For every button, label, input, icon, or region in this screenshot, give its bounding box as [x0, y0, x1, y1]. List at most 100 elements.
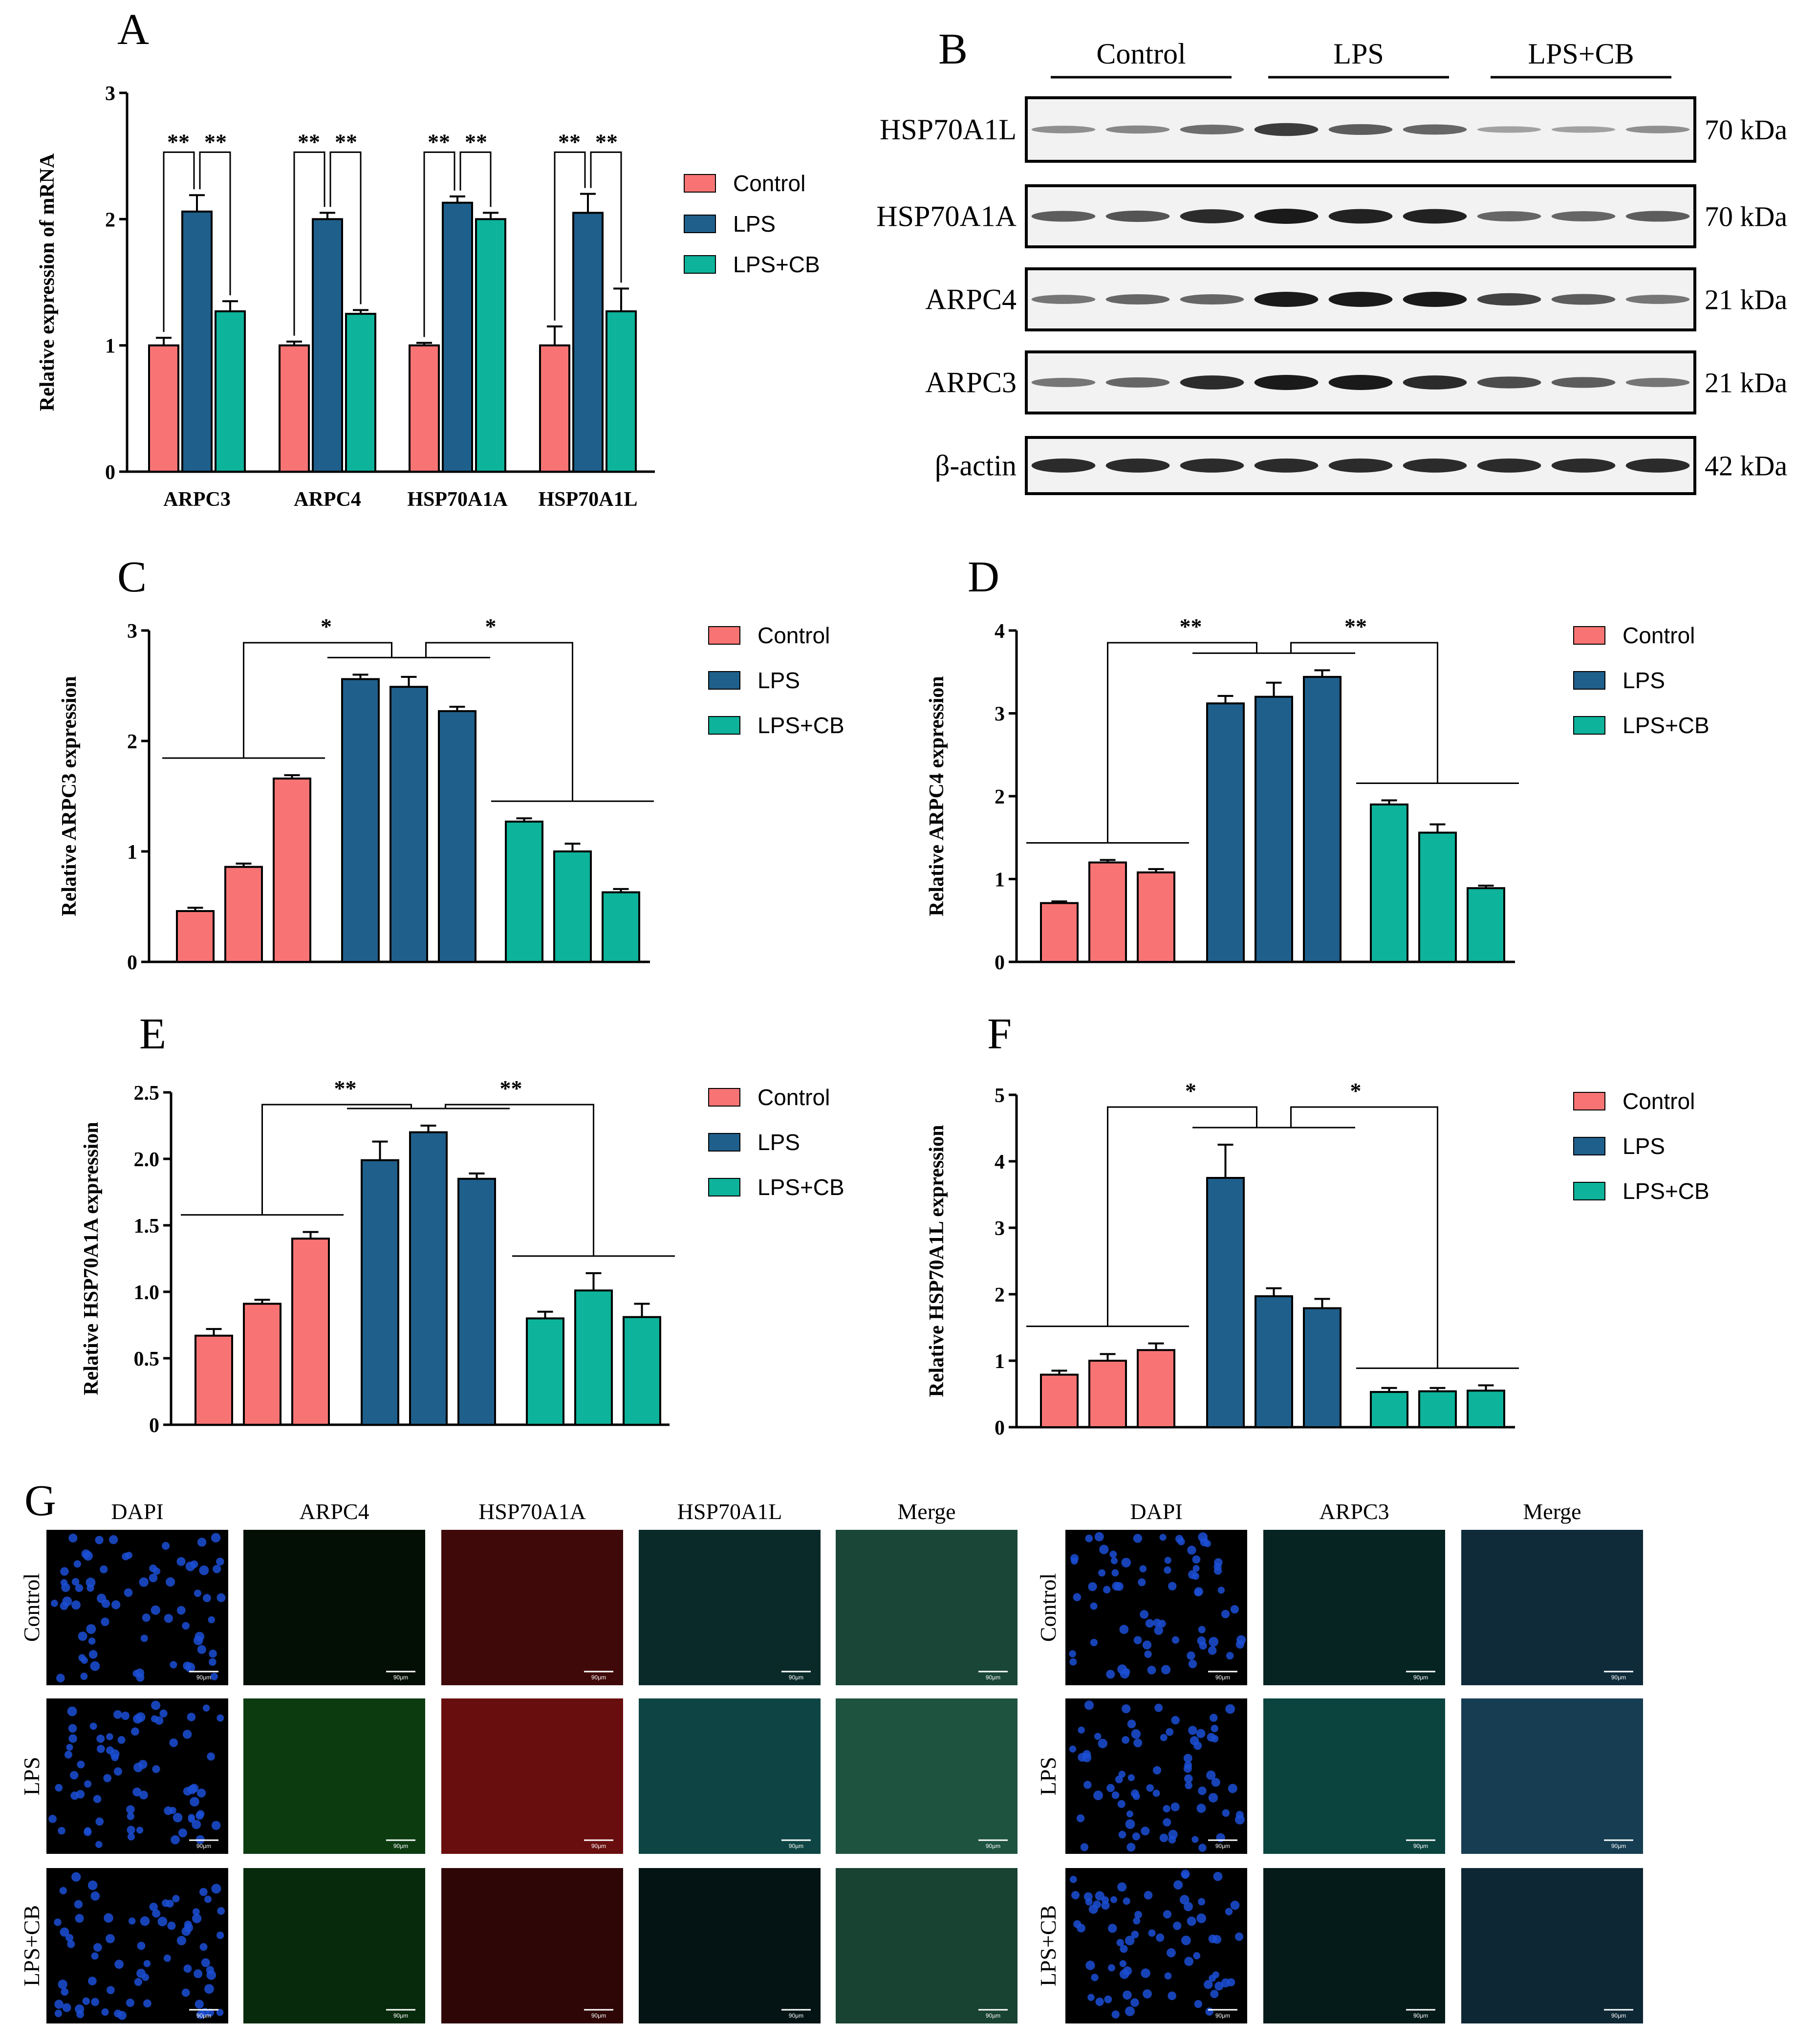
if-nucleus: [137, 1941, 146, 1950]
if-nucleus: [114, 1959, 124, 1969]
if-nucleus: [199, 1888, 208, 1896]
if-nucleus: [1120, 1945, 1128, 1953]
blot-band: [1105, 125, 1170, 134]
blot-band: [1031, 211, 1096, 222]
if-nucleus: [1143, 1989, 1152, 1999]
significance-stars: **: [558, 129, 581, 154]
if-row-label: LPS+CB: [19, 1905, 44, 1987]
bar-lpscb: [1467, 887, 1505, 963]
if-nucleus: [1108, 1924, 1117, 1933]
if-nucleus: [124, 1588, 133, 1597]
bar-lpscb: [505, 820, 543, 963]
if-nucleus: [1093, 1790, 1103, 1801]
if-nucleus: [199, 1565, 209, 1575]
if-nucleus: [1204, 1980, 1213, 1989]
if-nucleus: [1198, 1786, 1207, 1795]
if-nucleus: [1122, 1704, 1131, 1714]
chart-a: 0 1 2 3 Relative expression of mRNA ARPC3 ** **…: [36, 83, 820, 511]
if-signal: [1461, 1698, 1643, 1854]
panel-letter-b: B: [938, 25, 968, 73]
blot-band: [1477, 293, 1541, 306]
significance-stars: *: [1350, 1078, 1362, 1103]
legend-swatch-2: [708, 716, 740, 735]
if-nucleus: [142, 1613, 151, 1622]
if-tile: [1461, 1530, 1643, 1685]
if-nucleus: [164, 1614, 173, 1623]
legend-label: LPS: [733, 211, 776, 237]
if-nucleus: [140, 1916, 150, 1926]
chart-f: 0 1 2 3 4 5 Relative HSP70A1L expression * * Cont…: [926, 1078, 1710, 1439]
legend-label: LPS+CB: [758, 713, 844, 738]
if-nucleus: [70, 1791, 79, 1800]
chart-d: 0 1 2 3 4 Relative ARPC4 expression ** ** Contro…: [926, 614, 1710, 974]
scale-label: 90μm: [393, 2012, 408, 2019]
if-signal: [441, 1868, 623, 2023]
legend-swatch-2: [684, 255, 716, 274]
if-nucleus: [1210, 1714, 1218, 1722]
if-nucleus: [216, 1714, 224, 1722]
blot-band: [1180, 294, 1244, 304]
if-nucleus: [1214, 1981, 1224, 1991]
if-nucleus: [89, 1722, 97, 1730]
if-tile: [441, 1698, 623, 1854]
scale-label: 90μm: [789, 1674, 803, 1681]
if-signal: [243, 1868, 425, 2023]
legend-label: LPS+CB: [1623, 1178, 1710, 1204]
blot-band: [1625, 378, 1690, 387]
if-nucleus: [59, 1887, 67, 1894]
blot-band: [1551, 377, 1616, 388]
if-nucleus: [54, 2009, 63, 2018]
if-nucleus: [1213, 1871, 1223, 1881]
if-nucleus: [134, 1978, 142, 1986]
if-nucleus: [167, 1921, 176, 1930]
y-tick-label: 3: [995, 1218, 1005, 1240]
blot-band: [1328, 292, 1393, 307]
if-nucleus: [1106, 1670, 1115, 1679]
legend-label: Control: [1623, 623, 1695, 648]
bar-lpscb: [345, 313, 376, 473]
legend-label: Control: [733, 171, 805, 196]
blot-band: [1105, 210, 1170, 222]
legend-label: Control: [1623, 1088, 1695, 1114]
if-nucleus: [101, 2008, 109, 2016]
if-nucleus: [1230, 1605, 1239, 1614]
bar-lps: [1206, 1177, 1245, 1428]
if-signal: [1461, 1868, 1643, 2023]
if-nucleus: [1236, 1635, 1246, 1645]
if-nucleus: [75, 1914, 84, 1923]
if-nucleus: [1213, 1566, 1222, 1575]
blot-band: [1403, 209, 1467, 224]
if-nucleus: [204, 1984, 214, 1994]
scale-label: 90μm: [1413, 2012, 1428, 2019]
blot-band: [1254, 375, 1319, 390]
blot-band: [1180, 209, 1244, 223]
if-nucleus: [1088, 1582, 1097, 1591]
if-nucleus: [209, 1658, 216, 1666]
scale-label: 90μm: [789, 2012, 803, 2019]
if-nucleus: [217, 1907, 225, 1915]
if-nucleus: [1142, 1640, 1152, 1650]
if-nucleus: [139, 1790, 148, 1800]
if-nucleus: [1163, 1910, 1172, 1919]
bar-lps: [181, 210, 213, 473]
blot-band: [1625, 211, 1690, 222]
y-axis-title: Relative HSP70A1A expression: [80, 1122, 103, 1395]
if-nucleus: [1116, 1939, 1124, 1947]
if-nucleus: [176, 1935, 187, 1946]
if-row-label: LPS+CB: [1036, 1905, 1060, 1987]
significance-stars: *: [321, 614, 332, 639]
y-tick-label: 0: [995, 1417, 1005, 1439]
if-nucleus: [141, 1973, 150, 1981]
if-nucleus: [88, 1977, 97, 1985]
if-nucleus: [139, 1577, 149, 1587]
if-nucleus: [122, 1552, 130, 1561]
if-nucleus: [93, 1795, 102, 1804]
if-nucleus: [1208, 1646, 1217, 1655]
if-tile: [1263, 1868, 1445, 2023]
legend-swatch-0: [708, 626, 740, 645]
scale-label: 90μm: [1413, 1843, 1428, 1849]
if-nucleus: [216, 1593, 226, 1602]
blot-band: [1254, 123, 1319, 136]
blot-size-label: 21 kDa: [1705, 367, 1787, 399]
if-nucleus: [1184, 1774, 1193, 1783]
